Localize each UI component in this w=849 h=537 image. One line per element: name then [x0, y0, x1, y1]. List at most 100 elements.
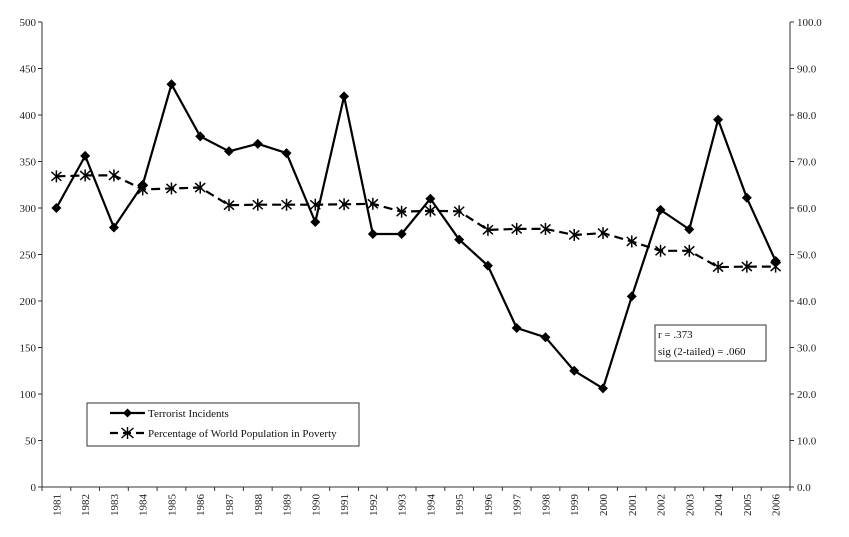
data-point-poverty: [511, 222, 523, 235]
data-point-poverty: [741, 260, 753, 273]
annotation-box: [654, 324, 767, 362]
x-tick-label: 2000: [598, 494, 610, 517]
legend-label-poverty: Percentage of World Population in Povert…: [148, 428, 337, 440]
x-tick-label: 1985: [166, 494, 178, 517]
x-tick-label: 1984: [138, 494, 150, 517]
data-point-terrorist-incidents: [166, 79, 177, 90]
legend: Terrorist Incidents Percentage of World …: [86, 402, 360, 447]
data-point-terrorist-incidents: [655, 204, 666, 215]
data-point-terrorist-incidents: [339, 91, 350, 102]
right-tick-label: 10.0: [797, 436, 817, 448]
data-point-terrorist-incidents: [713, 114, 724, 125]
left-tick-label: 200: [20, 296, 37, 308]
x-tick-label: 1983: [109, 494, 121, 517]
x-tick-label: 1988: [253, 494, 265, 517]
data-point-poverty: [482, 223, 494, 236]
x-tick-label: 1998: [540, 494, 552, 517]
data-point-terrorist-incidents: [252, 138, 263, 149]
data-point-terrorist-incidents: [108, 222, 119, 233]
legend-diamond-marker: [123, 408, 132, 418]
right-tick-label: 60.0: [797, 203, 817, 215]
left-tick-label: 300: [20, 203, 37, 215]
x-tick-label: 2002: [656, 494, 668, 516]
data-point-poverty: [137, 183, 149, 196]
data-point-poverty: [194, 181, 206, 194]
data-point-poverty: [626, 235, 638, 248]
left-tick-label: 400: [20, 110, 37, 122]
data-point-poverty: [50, 170, 62, 183]
right-tick-label: 80.0: [797, 110, 817, 122]
series-line-terrorist-incidents: [55, 83, 777, 390]
data-point-poverty: [367, 197, 379, 210]
legend-entry-poverty: Percentage of World Population in Povert…: [110, 427, 337, 440]
data-point-poverty: [712, 261, 724, 274]
data-point-poverty: [79, 169, 91, 182]
right-tick-label: 100.0: [797, 17, 822, 29]
right-tick-label: 40.0: [797, 296, 817, 308]
legend-box: [86, 402, 360, 447]
data-point-terrorist-incidents: [482, 260, 493, 271]
data-point-poverty: [568, 228, 580, 241]
legend-label-terrorist-incidents: Terrorist Incidents: [148, 408, 229, 420]
correlation-annotation: r = .373 sig (2-tailed) = .060: [654, 324, 767, 362]
data-point-poverty: [108, 169, 120, 182]
legend-entry-terrorist-incidents: Terrorist Incidents: [110, 408, 229, 420]
data-point-terrorist-incidents: [51, 203, 62, 213]
right-tick-label: 50.0: [797, 250, 817, 262]
data-point-terrorist-incidents: [310, 216, 321, 227]
data-point-terrorist-incidents: [684, 224, 695, 235]
data-point-poverty: [655, 244, 667, 257]
x-tick-label: 1986: [195, 494, 207, 517]
left-tick-label: 500: [20, 17, 37, 29]
annotation-significance: sig (2-tailed) = .060: [658, 346, 746, 358]
data-point-terrorist-incidents: [367, 229, 378, 240]
data-point-poverty: [453, 205, 465, 218]
x-tick-label: 1994: [425, 494, 437, 517]
data-point-terrorist-incidents: [454, 234, 465, 245]
x-tick-label: 1989: [282, 494, 294, 517]
left-tick-label: 50: [25, 436, 37, 448]
right-y-axis-ticks: 0.0 10.0 20.0 30.0 40.0 50.0 60.0 70.0 80.0 90.0 1…: [790, 17, 822, 494]
x-tick-label: 2005: [742, 494, 754, 517]
data-point-poverty: [223, 199, 235, 212]
data-point-terrorist-incidents: [425, 193, 436, 204]
data-point-poverty: [597, 227, 609, 240]
x-tick-label: 1995: [454, 494, 466, 517]
legend-asterisk-marker: [121, 427, 134, 439]
right-tick-label: 20.0: [797, 389, 817, 401]
left-tick-label: 350: [20, 157, 37, 169]
data-point-poverty: [396, 205, 408, 218]
x-tick-label: 1996: [483, 494, 495, 516]
data-point-terrorist-incidents: [598, 383, 608, 394]
right-tick-label: 30.0: [797, 343, 817, 355]
series-line-poverty: [56, 174, 776, 269]
x-tick-label: 1981: [51, 494, 63, 516]
left-tick-label: 450: [20, 64, 37, 76]
x-tick-label: 1993: [397, 494, 409, 517]
series-layer: [50, 79, 782, 394]
x-tick-label: 1987: [224, 494, 236, 517]
data-point-terrorist-incidents: [224, 146, 234, 157]
left-tick-label: 150: [20, 343, 37, 355]
data-point-terrorist-incidents: [626, 291, 637, 302]
data-point-poverty: [252, 198, 264, 211]
data-point-poverty: [281, 198, 293, 211]
data-point-poverty: [770, 260, 782, 273]
right-tick-label: 70.0: [797, 157, 817, 169]
data-point-terrorist-incidents: [281, 148, 292, 159]
data-point-poverty: [424, 204, 436, 217]
data-point-poverty: [338, 198, 350, 211]
right-tick-label: 0.0: [797, 482, 811, 494]
data-point-terrorist-incidents: [511, 322, 522, 333]
data-point-poverty: [165, 182, 177, 195]
x-axis-ticks: 1981 1982 1983 1984 1985 1986 1987 1988 1989 1990…: [41, 487, 791, 517]
annotation-r-value: r = .373: [658, 329, 693, 341]
x-tick-label: 1991: [339, 494, 351, 516]
data-point-terrorist-incidents: [396, 229, 407, 240]
data-point-terrorist-incidents: [540, 332, 551, 343]
x-tick-label: 1999: [569, 494, 581, 517]
x-tick-label: 1990: [310, 494, 322, 517]
right-tick-label: 90.0: [797, 64, 817, 76]
